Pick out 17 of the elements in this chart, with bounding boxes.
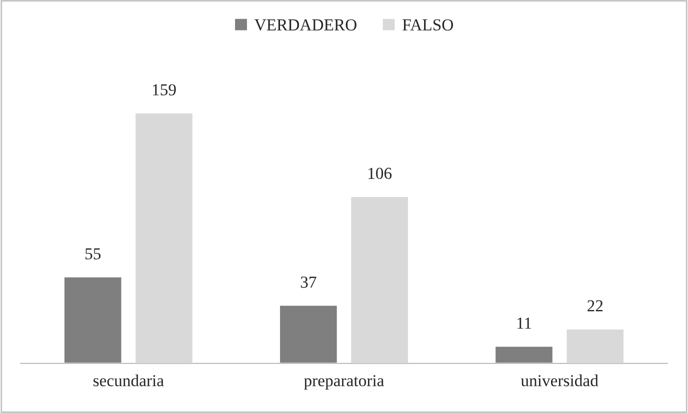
- data-label: 55: [85, 248, 101, 260]
- data-label: 22: [588, 300, 603, 312]
- data-label: 11: [517, 318, 532, 329]
- x-tick-label: secundaria: [93, 374, 164, 386]
- bar: [494, 345, 554, 364]
- legend-label: FALSO: [402, 19, 453, 31]
- data-label: 37: [300, 276, 316, 288]
- x-tick-label: preparatoria: [304, 375, 384, 390]
- bar: [278, 304, 338, 364]
- legend-label: VERDADERO: [254, 19, 356, 31]
- bar: [134, 112, 194, 364]
- data-label: 159: [152, 84, 176, 96]
- bar: [63, 276, 123, 364]
- bar: [350, 196, 410, 364]
- bar: [565, 328, 625, 364]
- x-tick-label: universidad: [520, 374, 598, 386]
- data-label: 106: [368, 168, 392, 179]
